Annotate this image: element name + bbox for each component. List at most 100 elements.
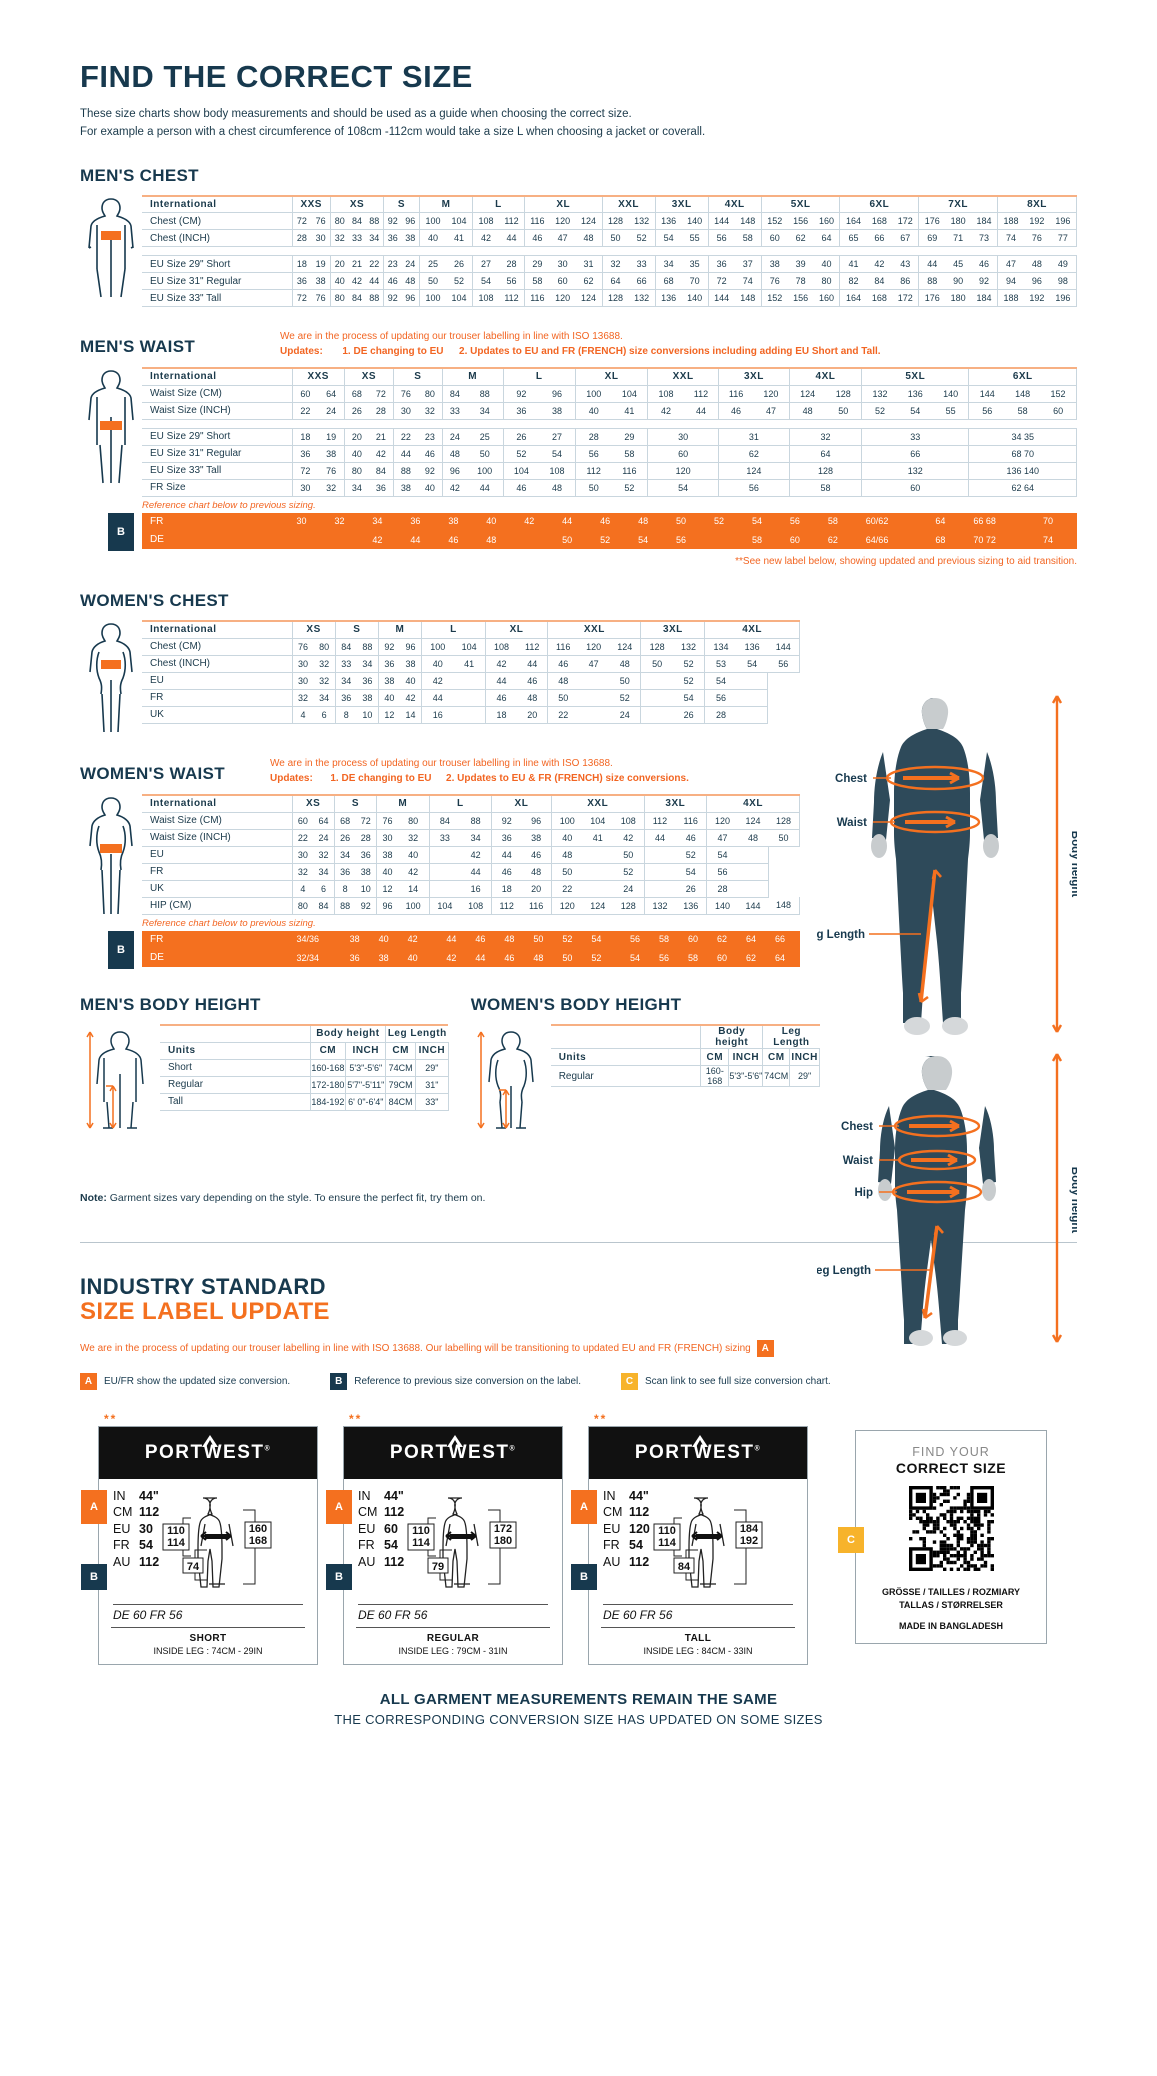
table-cell: 46 <box>499 948 530 968</box>
section-divider <box>80 1242 1077 1244</box>
table-cell: 33 <box>348 229 366 248</box>
asterisk-marker: ** <box>349 1411 363 1426</box>
table-cell: 40 <box>421 655 454 673</box>
table-cell: 132 <box>644 897 676 915</box>
col-header-6xl: 6XL <box>968 368 1077 386</box>
table-cell: 56 <box>968 402 1006 420</box>
table-cell: 96 <box>539 385 576 403</box>
table-cell: 56 <box>767 655 800 673</box>
table-cell: 184-192 <box>310 1093 347 1111</box>
table-cell: 46 <box>503 479 540 497</box>
col-header-xxl: XXL <box>647 368 719 386</box>
size-row-eu: EU 30 <box>113 1521 159 1538</box>
bh-col-header: INCH <box>789 1048 820 1067</box>
table-cell: 112 <box>683 385 719 403</box>
table-cell: 124 <box>737 812 769 830</box>
table-cell: 120 <box>551 897 583 915</box>
qr-code-icon[interactable] <box>864 1485 1038 1576</box>
label-box: PORTWEST® IN 44" CM 112 EU 60 FR 54 AU 112 110 114 17… <box>343 1425 563 1665</box>
table-cell: 36 <box>368 479 394 497</box>
table-cell: 36 <box>292 445 319 463</box>
table-cell: 60 <box>1040 402 1078 420</box>
table-cell: 48 <box>517 689 549 707</box>
table-cell: 24 <box>612 880 645 898</box>
table-cell: 128 <box>640 638 673 656</box>
qr-card-box: FIND YOUR CORRECT SIZE GRÖSSE / TAILLES / … <box>838 1429 1047 1644</box>
table-cell: 44 <box>393 445 418 463</box>
garment-note-label: Note: <box>80 1192 107 1205</box>
row-label: Chest (INCH) <box>142 229 293 248</box>
legend-chip-b: B <box>330 1372 348 1390</box>
table-cell: 54 <box>655 229 682 248</box>
table-cell: 92 <box>417 462 443 480</box>
table-cell: 25 <box>419 255 446 274</box>
col-header-xxs: XXS <box>292 368 345 386</box>
table-row: EU 30 32 34 36 38 40 42 44 46 48 50 52 54 <box>142 846 800 864</box>
table-cell: 41 <box>445 229 474 248</box>
table-cell: 156 <box>787 212 814 231</box>
table-cell: 10 <box>355 880 378 898</box>
table-cell: 62 <box>718 445 790 463</box>
table-row: Chest (INCH) 30 32 33 34 36 38 40 41 42 44 46 47 48 50… <box>142 655 800 673</box>
table-cell: 92 <box>970 272 998 291</box>
table-row: Chest (CM) 72 76 80 84 88 92 96 100 104 108 112 116 1… <box>142 212 1077 231</box>
table-cell: 108 <box>472 289 500 308</box>
table-cell: 78 <box>787 272 814 291</box>
brand-header: PORTWEST® <box>99 1426 317 1479</box>
table-cell: 148 <box>768 897 801 915</box>
table-cell: 104 <box>453 638 486 656</box>
table-cell: 38 <box>356 689 379 707</box>
table-cell: 98 <box>1049 272 1077 291</box>
table-cell: 30 <box>647 428 719 446</box>
table-cell: 52 <box>861 402 898 420</box>
table-cell: 44 <box>466 479 504 497</box>
svg-text:180: 180 <box>494 1535 512 1547</box>
mens-chest-section: MEN'S CHEST International XXS XS S M L XL XXL 3 <box>80 166 1078 308</box>
table-cell: 88 <box>460 812 493 830</box>
col-header-6xl: 6XL <box>839 195 920 214</box>
table-cell: 108 <box>612 812 645 830</box>
table-cell: 104 <box>503 462 540 480</box>
table-cell: 54 <box>539 445 576 463</box>
table-cell: 64 <box>789 445 863 463</box>
industry-standard-section: INDUSTRY STANDARD SIZE LABEL UPDATE We a… <box>80 1275 1077 1390</box>
table-cell: 148 <box>734 212 762 231</box>
row-label: UK <box>142 706 293 724</box>
table-row: EU Size 33" Tall 72 76 80 84 88 92 96 100 104 108 1… <box>142 289 1077 308</box>
table-cell: 64 <box>770 948 801 968</box>
col-header-s: S <box>335 621 379 639</box>
col-header-8xl: 8XL <box>997 195 1078 214</box>
table-cell: 144 <box>767 638 800 656</box>
svg-text:110: 110 <box>412 1525 430 1537</box>
table-cell: 22 <box>292 829 314 847</box>
table-cell: 116 <box>521 897 552 915</box>
table-cell: 42 <box>647 402 684 420</box>
row-label: FR Size <box>142 479 293 497</box>
col-header-l: L <box>472 195 525 214</box>
table-cell: 54 <box>633 530 673 550</box>
row-label: FR <box>142 863 293 881</box>
table-cell: 30 <box>292 672 314 690</box>
table-cell: 50 <box>671 512 710 532</box>
table-cell <box>578 706 610 724</box>
brand-name: PORTWEST® <box>389 1441 517 1463</box>
table-cell: 176 <box>918 212 946 231</box>
table-cell: 74CM <box>385 1059 417 1077</box>
col-header-xxl: XXL <box>551 795 645 813</box>
table-cell: 33 <box>335 655 357 673</box>
col-header-l: L <box>421 621 486 639</box>
mens-chest-table: International XXS XS S M L XL XXL 3XL 4XL 5XL 6XL 7X… <box>142 194 1078 308</box>
table-cell: 52 <box>445 272 474 291</box>
row-label: EU Size 29" Short <box>142 428 293 446</box>
table-cell: 72 <box>292 212 312 231</box>
table-cell: 64 <box>313 812 335 830</box>
label-body-height: Body height <box>1069 1167 1077 1234</box>
col-header-xs: XS <box>292 795 335 813</box>
table-cell: 18 <box>292 428 319 446</box>
table-cell: 46 <box>491 863 522 881</box>
table-cell: 18 <box>485 706 518 724</box>
table-cell: 66 <box>861 445 970 463</box>
table-cell: 16 <box>421 706 454 724</box>
table-cell: 38 <box>521 829 552 847</box>
table-cell: 84 <box>348 289 366 308</box>
